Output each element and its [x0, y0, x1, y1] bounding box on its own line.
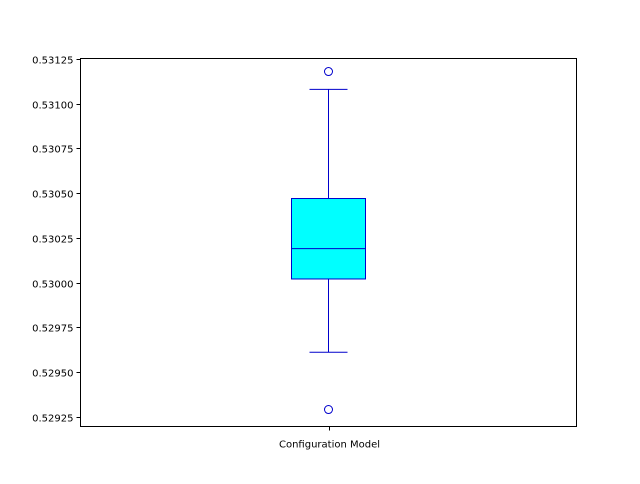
y-tick-label: 0.53075	[32, 145, 73, 156]
outlier-point	[324, 405, 333, 415]
y-tick-label: 0.53125	[32, 56, 73, 67]
x-axis: Configuration Model	[279, 426, 380, 451]
axes-frame	[80, 58, 577, 427]
y-tick-label: 0.53100	[32, 101, 73, 112]
y-tick-label: 0.53000	[32, 280, 73, 291]
y-tick-label: 0.52950	[32, 369, 73, 380]
y-tick-label: 0.53050	[32, 190, 73, 201]
x-tick-label: Configuration Model	[279, 440, 380, 451]
y-tick-label: 0.52975	[32, 324, 73, 335]
y-axis: 0.52925 0.52950 0.52975 0.53000 0.53025 0.530…	[32, 56, 81, 425]
y-tick-label: 0.52925	[32, 414, 73, 425]
outlier-point	[324, 67, 333, 77]
plot-area	[291, 67, 366, 415]
interquartile-box	[291, 198, 366, 280]
y-tick-label: 0.53025	[32, 235, 73, 246]
